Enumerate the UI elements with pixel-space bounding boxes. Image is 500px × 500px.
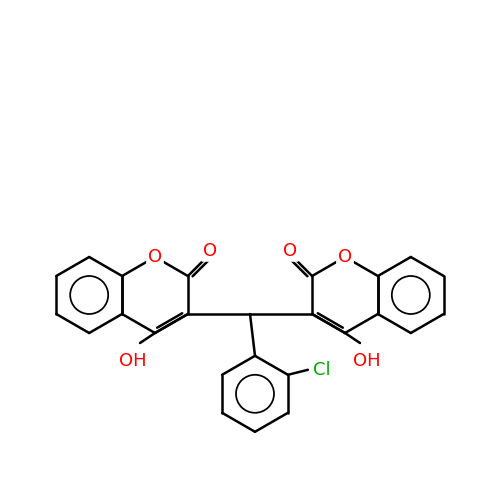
Text: O: O [283, 242, 297, 260]
Text: O: O [203, 242, 217, 260]
Text: O: O [338, 248, 352, 266]
Text: Cl: Cl [313, 361, 330, 379]
Text: OH: OH [353, 352, 381, 370]
Text: O: O [148, 248, 162, 266]
Text: OH: OH [119, 352, 147, 370]
